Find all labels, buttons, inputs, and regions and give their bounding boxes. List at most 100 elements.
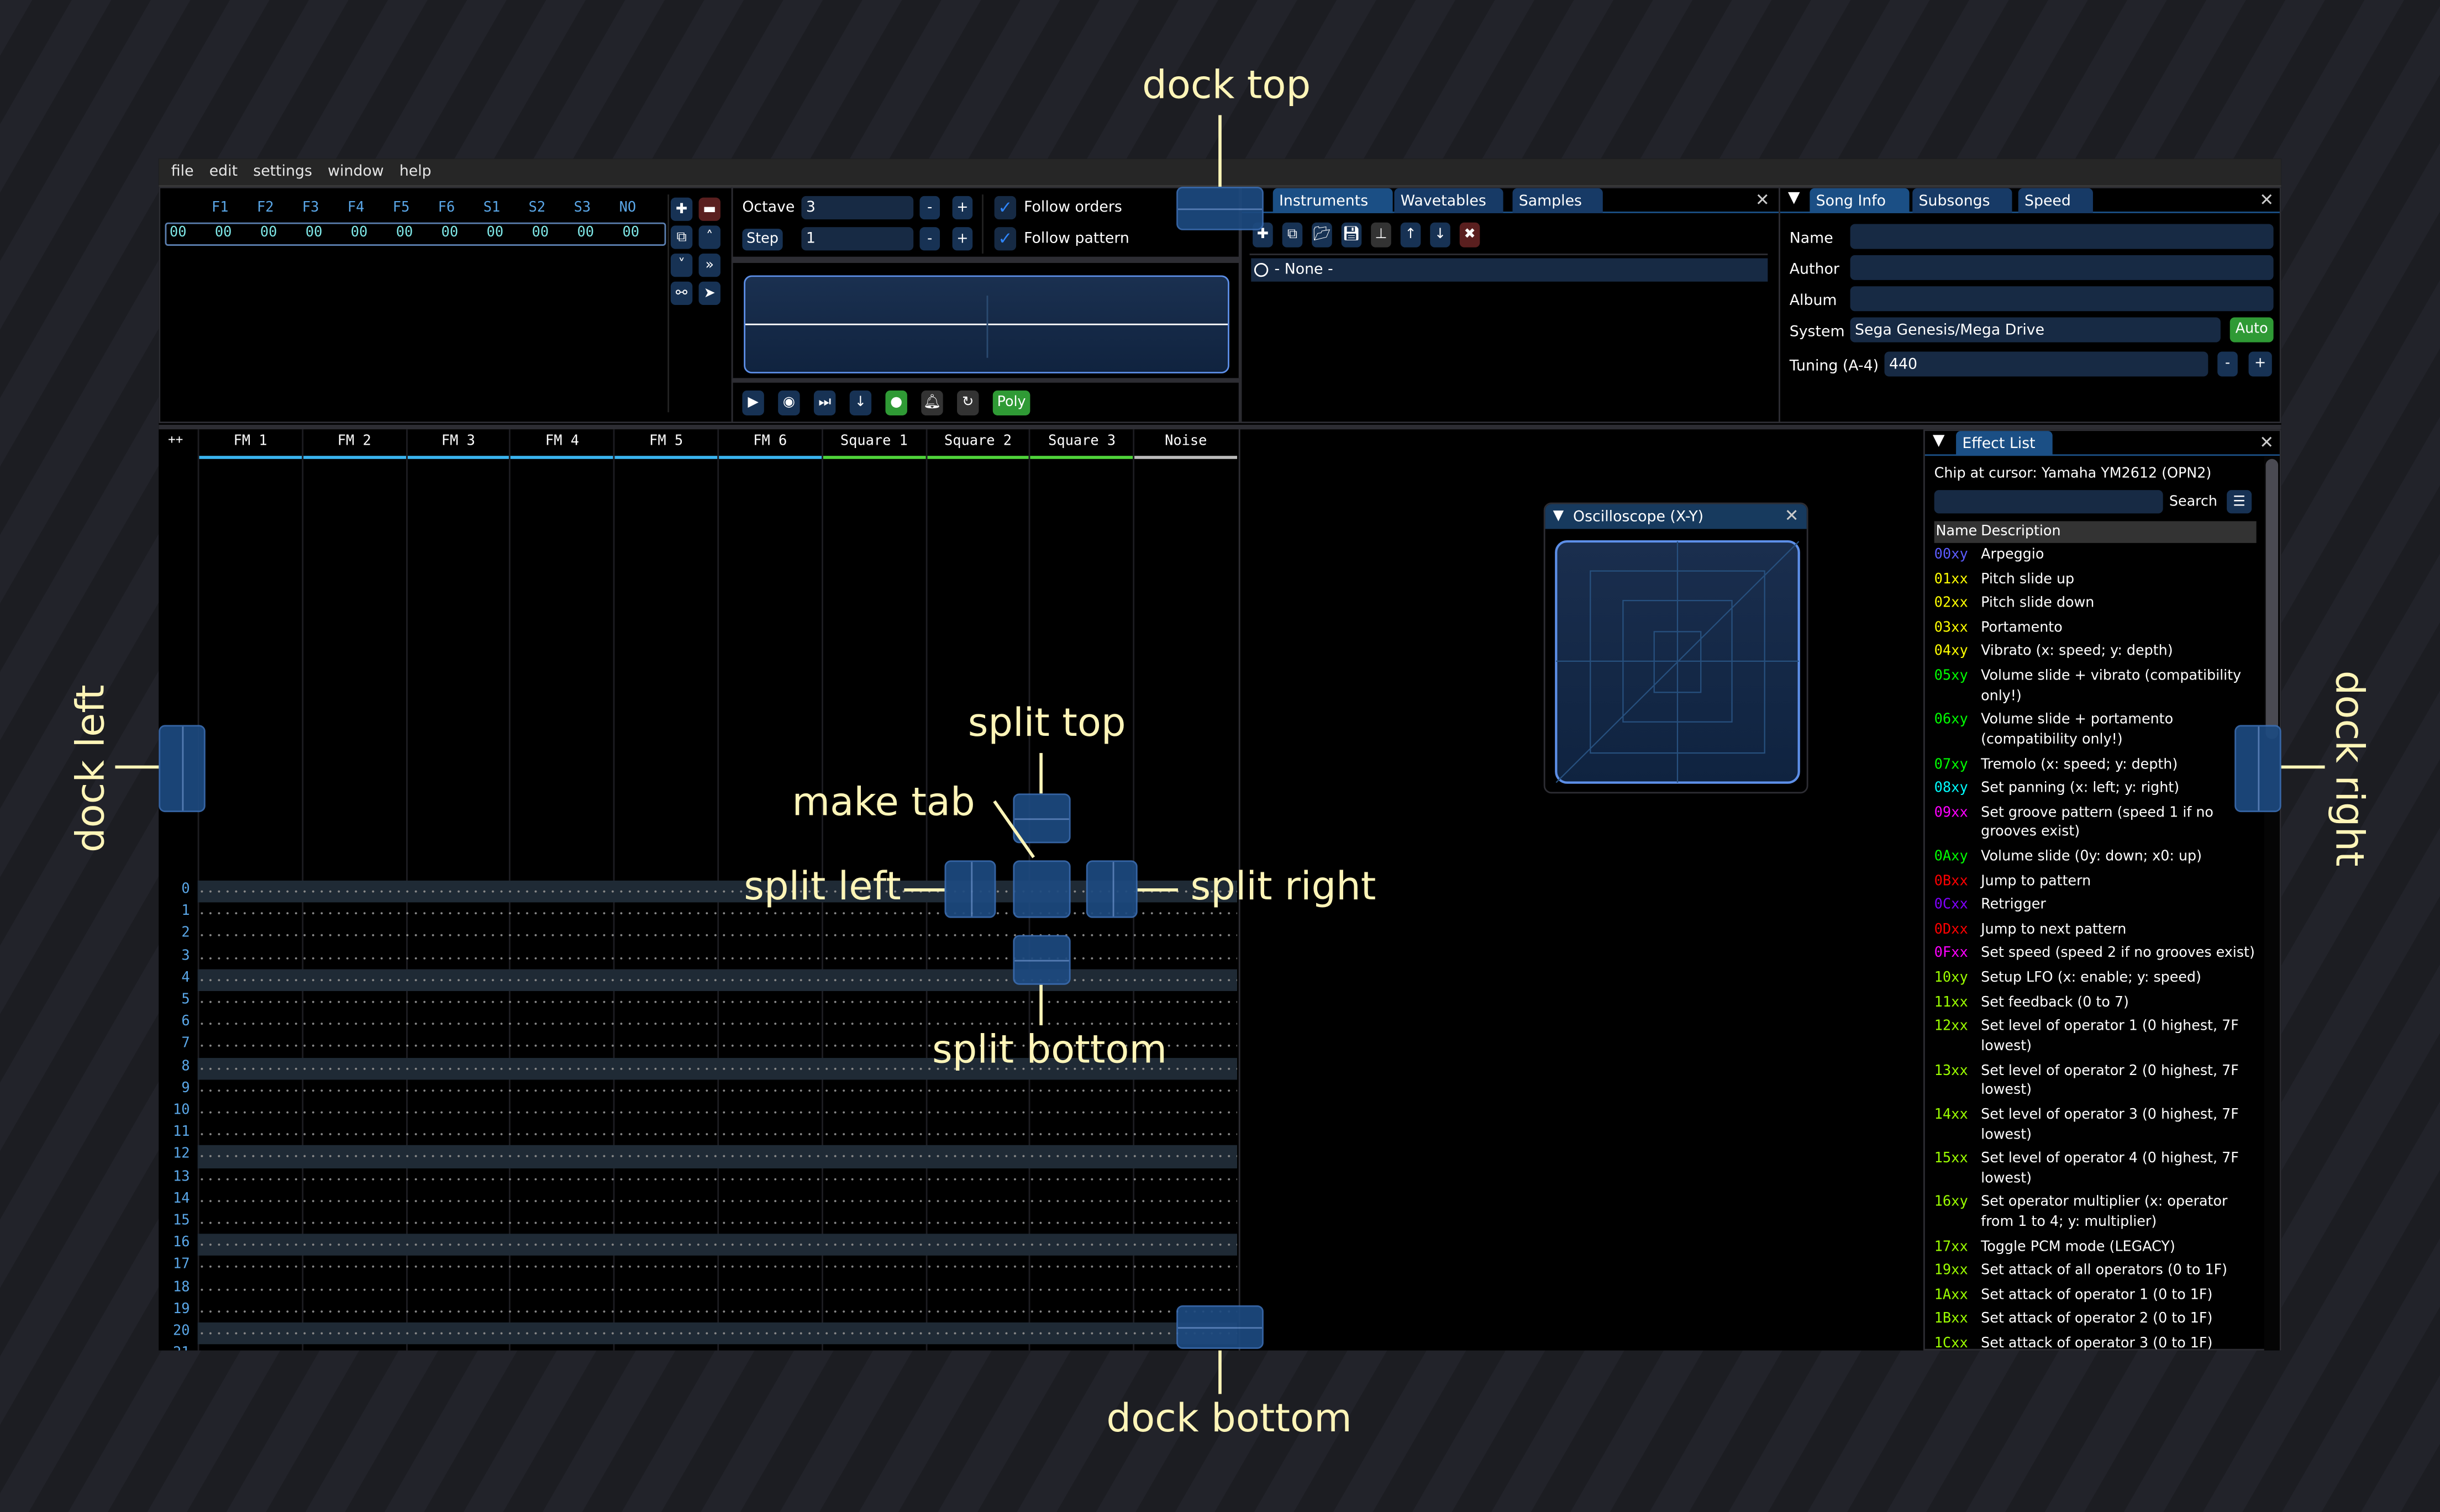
album-input[interactable]: [1850, 286, 2274, 312]
tab-instruments[interactable]: Instruments: [1272, 188, 1393, 213]
close-icon[interactable]: ✕: [2259, 432, 2274, 453]
order-edit-mode-button[interactable]: ➤: [698, 281, 721, 305]
remove-order-button[interactable]: ▬: [698, 197, 721, 221]
effect-list-item[interactable]: 14xx Set level of operator 3 (0 highest, …: [1934, 1106, 2264, 1146]
step-button[interactable]: Step: [742, 228, 783, 251]
channel-header[interactable]: Square 1: [840, 434, 908, 450]
pattern-row[interactable]: [197, 1211, 1237, 1234]
pattern-options-button[interactable]: ++: [168, 432, 183, 447]
pattern-row[interactable]: [197, 991, 1237, 1013]
pattern-row[interactable]: [197, 1189, 1237, 1212]
open-instrument-button[interactable]: 📂︎: [1312, 222, 1332, 247]
effect-list-item[interactable]: 01xx Pitch slide up: [1934, 570, 2264, 590]
effect-list-item[interactable]: 15xx Set level of operator 4 (0 highest, …: [1934, 1150, 2264, 1190]
close-icon[interactable]: ✕: [2259, 189, 2274, 210]
effect-list-item[interactable]: 09xx Set groove pattern (speed 1 if no gr…: [1934, 804, 2264, 844]
channel-header[interactable]: FM 6: [753, 434, 787, 450]
move-order-up-button[interactable]: ˄: [698, 225, 721, 249]
channel-header[interactable]: Noise: [1165, 434, 1207, 450]
move-order-down-button[interactable]: ˅: [670, 254, 693, 277]
tab-speed[interactable]: Speed: [2018, 188, 2093, 213]
dock-left-target[interactable]: [159, 725, 206, 813]
save-instrument-button[interactable]: 💾︎: [1341, 222, 1362, 247]
duplicate-instrument-button[interactable]: ⧉: [1282, 222, 1303, 247]
octave-minus-button[interactable]: -: [919, 196, 940, 220]
pattern-row[interactable]: [197, 1167, 1237, 1190]
effect-list-item[interactable]: 1Axx Set attack of operator 1 (0 to 1F): [1934, 1287, 2264, 1306]
xy-scope-display[interactable]: [1554, 540, 1800, 784]
effect-list-item[interactable]: 02xx Pitch slide down: [1934, 594, 2264, 614]
channel-header[interactable]: FM 3: [441, 434, 475, 450]
effect-list-item[interactable]: 19xx Set attack of all operators (0 to 1F…: [1934, 1262, 2264, 1282]
order-bottom-button[interactable]: »: [698, 254, 721, 277]
order-cell[interactable]: 00: [622, 225, 640, 241]
auto-button[interactable]: Auto: [2229, 317, 2274, 343]
pattern-row[interactable]: [197, 902, 1237, 925]
tab-song-info[interactable]: Song Info: [1810, 188, 1910, 213]
effect-filter-menu-button[interactable]: ☰: [2227, 490, 2252, 514]
effect-list-item[interactable]: 0Cxx Retrigger: [1934, 897, 2264, 916]
channel-header[interactable]: FM 1: [233, 434, 267, 450]
menu-edit[interactable]: edit: [209, 163, 238, 181]
channel-header[interactable]: Square 3: [1048, 434, 1116, 450]
order-cell[interactable]: 00: [532, 225, 549, 241]
pattern-row[interactable]: [197, 1344, 1237, 1351]
effect-list-item[interactable]: 0Axy Volume slide (0y: down; x0: up): [1934, 848, 2264, 868]
tab-samples[interactable]: Samples: [1512, 188, 1603, 213]
poly-button[interactable]: Poly: [992, 390, 1030, 415]
effect-list-item[interactable]: 0Fxx Set speed (speed 2 if no grooves exi…: [1934, 945, 2264, 965]
octave-input[interactable]: 3: [801, 196, 914, 220]
effect-list-scrollbar[interactable]: [2264, 456, 2280, 1351]
dock-bottom-target[interactable]: [1176, 1305, 1264, 1349]
instrument-tree-button[interactable]: ⊥: [1371, 222, 1391, 247]
add-order-button[interactable]: ✚: [670, 197, 693, 221]
effect-list-item[interactable]: 17xx Toggle PCM mode (LEGACY): [1934, 1238, 2264, 1258]
pattern-row[interactable]: [197, 1278, 1237, 1300]
collapse-triangle-icon[interactable]: ▼: [1553, 508, 1564, 525]
step-one-row-button[interactable]: ⏭: [813, 390, 836, 415]
scrollbar-thumb[interactable]: [2265, 459, 2279, 739]
pattern-row[interactable]: [197, 1300, 1237, 1323]
collapse-triangle-icon[interactable]: ▼: [1932, 432, 1945, 450]
effect-list-item[interactable]: 07xy Tremolo (x: speed; y: depth): [1934, 755, 2264, 775]
make-tab-target[interactable]: [1013, 860, 1071, 918]
system-input[interactable]: Sega Genesis/Mega Drive: [1850, 317, 2221, 343]
close-icon[interactable]: ✕: [1755, 189, 1770, 210]
repeat-pattern-button[interactable]: ↻: [957, 390, 979, 415]
stop-button[interactable]: ↓: [849, 390, 872, 415]
order-cell[interactable]: 00: [577, 225, 595, 241]
effect-search-input[interactable]: [1934, 490, 2163, 514]
pattern-row[interactable]: [197, 924, 1237, 947]
edit-mode-button[interactable]: ●: [885, 390, 907, 415]
pattern-row[interactable]: [197, 1145, 1237, 1168]
pattern-row[interactable]: [197, 881, 1237, 903]
song-name-input[interactable]: [1850, 224, 2274, 249]
play-from-cursor-button[interactable]: ◉: [778, 390, 800, 415]
pattern-row[interactable]: [197, 1035, 1237, 1057]
step-input[interactable]: 1: [801, 227, 914, 251]
split-right-target[interactable]: [1086, 860, 1138, 918]
menu-settings[interactable]: settings: [253, 163, 312, 181]
split-top-target[interactable]: [1013, 793, 1071, 844]
delete-instrument-button[interactable]: ✖: [1459, 222, 1480, 247]
effect-list-item[interactable]: 06xy Volume slide + portamento (compatibi…: [1934, 712, 2264, 751]
order-cell[interactable]: 00: [486, 225, 504, 241]
menu-window[interactable]: window: [328, 163, 384, 181]
instrument-list-item[interactable]: - None -: [1251, 258, 1768, 282]
move-instrument-up-button[interactable]: ↑: [1400, 222, 1421, 247]
step-plus-button[interactable]: +: [952, 227, 973, 251]
channel-header[interactable]: Square 2: [944, 434, 1012, 450]
metronome-button[interactable]: 🔔︎: [921, 390, 943, 415]
order-link-button[interactable]: ⚯: [670, 281, 693, 305]
order-cell[interactable]: 00: [305, 225, 323, 241]
effect-list-item[interactable]: 12xx Set level of operator 1 (0 highest, …: [1934, 1018, 2264, 1057]
effect-list-item[interactable]: 00xy Arpeggio: [1934, 546, 2264, 566]
pattern-editor[interactable]: ++ FM 1 FM 2 FM 3 FM 4 FM 5 FM 6 Square 1 Squar…: [159, 429, 1239, 1351]
order-cell[interactable]: 00: [350, 225, 368, 241]
author-input[interactable]: [1850, 255, 2274, 280]
pattern-row[interactable]: [197, 1256, 1237, 1278]
order-cell[interactable]: 00: [396, 225, 413, 241]
tab-wavetables[interactable]: Wavetables: [1394, 188, 1503, 213]
effect-list-item[interactable]: 1Bxx Set attack of operator 2 (0 to 1F): [1934, 1311, 2264, 1331]
order-cell[interactable]: 00: [169, 225, 187, 241]
